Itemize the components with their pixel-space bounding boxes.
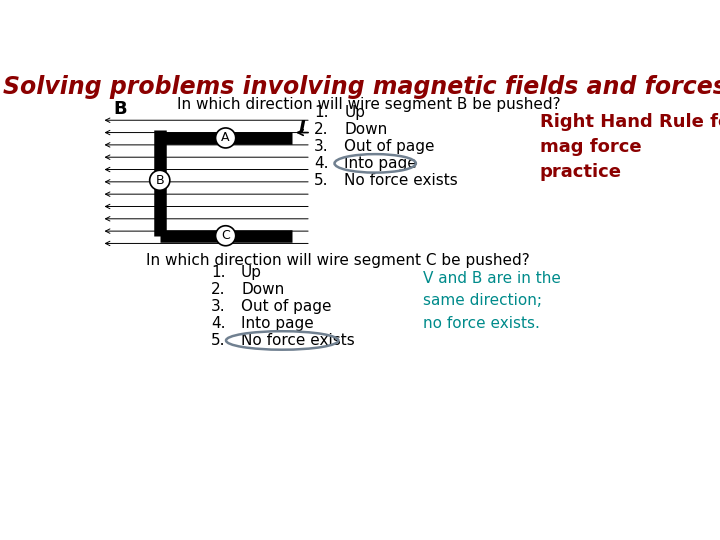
Circle shape [215,226,235,246]
Text: Right Hand Rule for
mag force
practice: Right Hand Rule for mag force practice [539,112,720,180]
Text: B: B [113,100,127,118]
Text: C: C [221,230,230,242]
Text: Up: Up [241,265,262,280]
Text: B: B [156,174,164,187]
Text: Into page: Into page [344,156,417,171]
Text: No force exists: No force exists [241,333,355,348]
Text: Solving problems involving magnetic fields and forces: Solving problems involving magnetic fiel… [3,75,720,99]
Text: 2.: 2. [314,122,329,137]
Text: 3.: 3. [211,299,225,314]
Text: In which direction will wire segment C be pushed?: In which direction will wire segment C b… [146,253,530,268]
Circle shape [150,170,170,190]
Text: 5.: 5. [211,333,225,348]
Text: V and B are in the
same direction;
no force exists.: V and B are in the same direction; no fo… [423,271,561,330]
Text: 2.: 2. [211,282,225,297]
Text: Down: Down [344,122,387,137]
Text: A: A [221,131,230,144]
Text: No force exists: No force exists [344,173,458,188]
Text: Out of page: Out of page [241,299,332,314]
Text: Out of page: Out of page [344,139,435,154]
Text: 4.: 4. [314,156,329,171]
Text: 1.: 1. [211,265,225,280]
Text: I: I [298,119,305,137]
Text: 4.: 4. [211,316,225,331]
Text: Down: Down [241,282,284,297]
Text: In which direction will wire segment B be pushed?: In which direction will wire segment B b… [177,97,561,112]
Text: Into page: Into page [241,316,314,331]
Text: 3.: 3. [314,139,329,154]
Text: Up: Up [344,105,365,120]
Circle shape [215,128,235,148]
Text: 5.: 5. [314,173,329,188]
Text: 1.: 1. [314,105,329,120]
